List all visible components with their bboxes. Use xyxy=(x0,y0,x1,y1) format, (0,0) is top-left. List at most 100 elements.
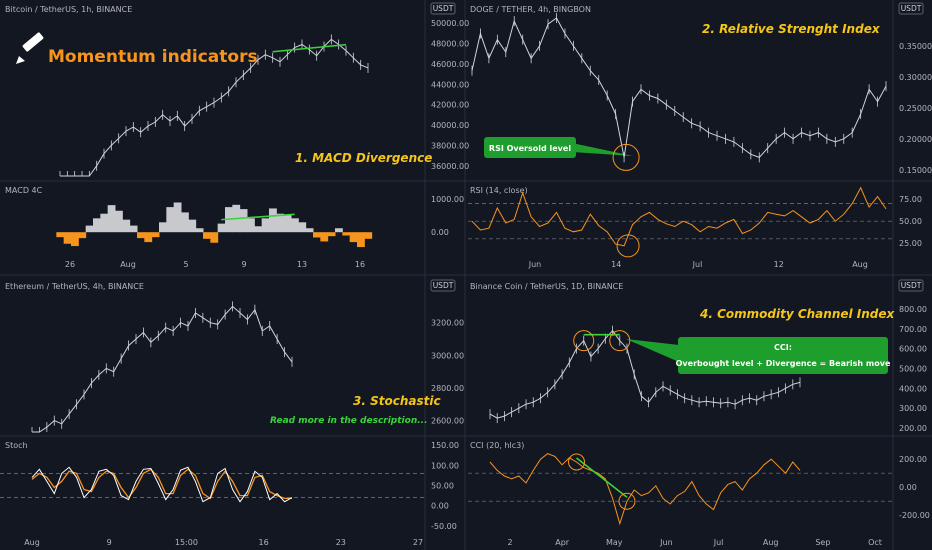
macd-histogram-bar xyxy=(349,232,358,243)
macd-histogram-bar xyxy=(291,218,299,233)
x-tick-label: 2 xyxy=(507,538,512,547)
macd-histogram-bar xyxy=(78,232,87,239)
macd-histogram-bar xyxy=(320,232,329,242)
x-tick-label: 13 xyxy=(297,260,307,269)
x-tick-label: Aug xyxy=(763,538,779,547)
indicator-tick-label: 0.00 xyxy=(431,502,449,511)
price-tick-label: 46000.00 xyxy=(431,60,469,69)
unit-badge-label: USDT xyxy=(433,281,454,290)
indicator-divergence-line xyxy=(576,457,628,498)
macd-histogram-bar xyxy=(261,218,270,233)
price-tick-label: 700.00 xyxy=(899,325,927,334)
macd-histogram-bar xyxy=(327,232,336,237)
indicator-tick-label: 200.00 xyxy=(899,455,927,464)
unit-badge-label: USDT xyxy=(433,4,454,13)
macd-histogram-bar xyxy=(276,213,285,233)
indicator-tick-label: 25.00 xyxy=(899,239,922,248)
macd-histogram-bar xyxy=(122,219,131,233)
macd-histogram-bar xyxy=(100,213,109,233)
overbought-circle xyxy=(573,330,595,352)
price-tick-label: 3200.00 xyxy=(431,319,464,328)
price-tick-label: 40000.00 xyxy=(431,121,469,130)
indicator-tick-label: 150.00 xyxy=(431,441,459,450)
unit-badge xyxy=(430,279,456,292)
x-tick-label: Sep xyxy=(815,538,830,547)
price-tick-label: 500.00 xyxy=(899,364,927,373)
unit-badge-label: USDT xyxy=(901,4,922,13)
x-tick-label: 15:00 xyxy=(175,538,198,547)
price-line xyxy=(60,38,369,177)
price-tick-label: 36000.00 xyxy=(431,162,469,171)
unit-badge-label: USDT xyxy=(901,281,922,290)
price-line xyxy=(32,305,293,433)
x-tick-label: 14 xyxy=(611,260,621,269)
price-tick-label: 44000.00 xyxy=(431,80,469,89)
panel-title-btc: Bitcoin / TetherUS, 1h, BINANCE xyxy=(5,5,132,14)
indicator-tick-label: -200.00 xyxy=(899,511,930,520)
cci-callout: CCI: Overbought level + Divergence = Bea… xyxy=(626,337,891,374)
unit-badge xyxy=(430,2,456,15)
macd-histogram-bar xyxy=(107,205,116,233)
macd-histogram-bar xyxy=(239,209,248,233)
cci-circle xyxy=(618,492,636,510)
price-tick-label: 800.00 xyxy=(899,305,927,314)
price-tick-label: 48000.00 xyxy=(431,39,469,48)
macd-histogram-bar xyxy=(63,232,72,244)
price-tick-label: 50000.00 xyxy=(431,19,469,28)
price-tick-label: 3000.00 xyxy=(431,351,464,360)
price-divergence-line xyxy=(272,43,347,53)
oversold-circle xyxy=(612,143,640,171)
x-tick-label: Aug xyxy=(120,260,136,269)
x-tick-label: Jun xyxy=(528,260,542,269)
price-tick-label: 38000.00 xyxy=(431,141,469,150)
macd-histogram-bar xyxy=(93,218,101,233)
cci-circle xyxy=(568,453,586,471)
x-tick-label: Jul xyxy=(713,538,724,547)
macd-histogram-bar xyxy=(335,228,343,233)
rsi-callout-text: RSI Oversold level xyxy=(489,144,571,153)
macd-histogram-bar xyxy=(203,232,211,239)
x-tick-label: May xyxy=(606,538,623,547)
price-tick-label: 42000.00 xyxy=(431,101,469,110)
macd-histogram-bar xyxy=(151,232,160,238)
indicator-tick-label: 0.00 xyxy=(899,483,917,492)
macd-histogram-bar xyxy=(166,207,175,233)
macd-histogram-bar xyxy=(56,232,65,238)
indicator-title-rsi: RSI (14, close) xyxy=(470,186,528,195)
stoch-k-line xyxy=(31,466,293,503)
annotation-macd: 1. MACD Divergence xyxy=(295,151,432,165)
stoch-d-line xyxy=(31,468,292,500)
annotation-stochastic: 3. Stochastic xyxy=(353,394,441,408)
price-tick-label: 0.1500000 xyxy=(899,166,932,175)
price-tick-label: 0.3000000 xyxy=(899,73,932,82)
x-tick-label: Aug xyxy=(852,260,868,269)
x-tick-label: Jun xyxy=(659,538,673,547)
price-tick-label: 0.3500000 xyxy=(899,42,932,51)
price-tick-label: 0.2500000 xyxy=(899,104,932,113)
cci-callout-text: Overbought level + Divergence = Bearish … xyxy=(676,359,891,368)
x-tick-label: 16 xyxy=(355,260,365,269)
unit-badge xyxy=(898,279,924,292)
indicator-tick-label: 1000.00 xyxy=(431,195,464,204)
price-tick-label: 300.00 xyxy=(899,404,927,413)
macd-histogram-bar xyxy=(144,232,153,243)
x-tick-label: Jul xyxy=(692,260,703,269)
panel-title-eth: Ethereum / TetherUS, 4h, BINANCE xyxy=(5,282,144,291)
x-tick-label: Aug xyxy=(24,538,40,547)
x-tick-label: Apr xyxy=(555,538,570,547)
indicator-title-stoch: Stoch xyxy=(5,441,28,450)
macd-histogram-bar xyxy=(137,232,145,239)
price-tick-label: 200.00 xyxy=(899,424,927,433)
macd-histogram-bar xyxy=(129,225,138,233)
indicator-divergence-line xyxy=(221,213,295,221)
x-tick-label: 23 xyxy=(336,538,346,547)
indicator-tick-label: 50.00 xyxy=(431,481,454,490)
macd-histogram-bar xyxy=(115,210,123,233)
unit-badge xyxy=(898,2,924,15)
macd-histogram-bar xyxy=(217,223,226,233)
macd-histogram-bar xyxy=(210,232,219,243)
macd-histogram-bar xyxy=(247,218,255,233)
